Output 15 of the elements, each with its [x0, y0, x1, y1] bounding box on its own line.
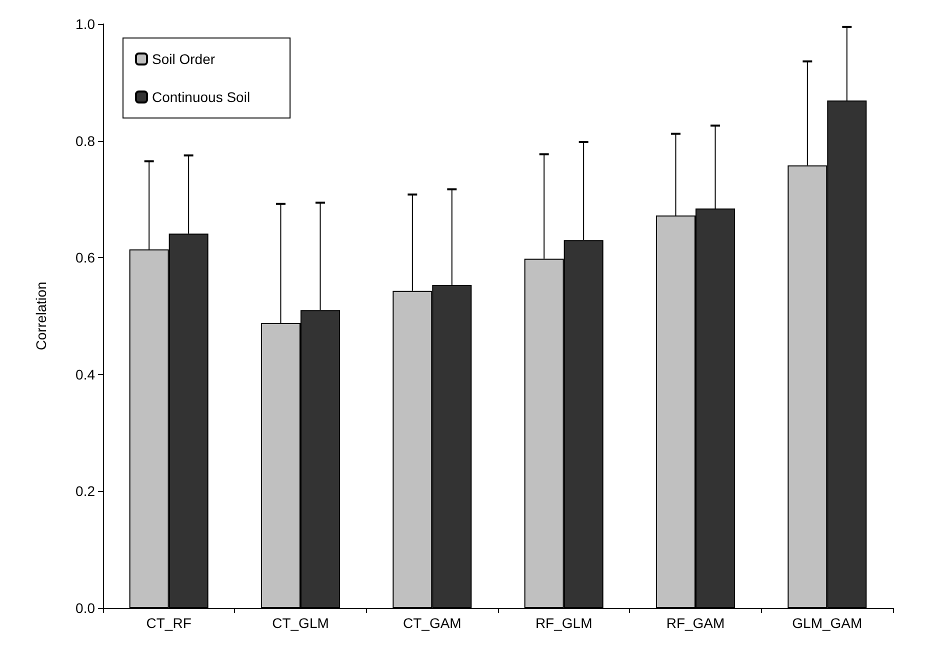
y-tick-label: 0.6: [76, 250, 96, 266]
y-axis-title: Correlation: [33, 282, 49, 350]
y-tick-label: 0.2: [76, 483, 96, 500]
y-tick-label: 0.0: [76, 600, 96, 616]
y-tick-label: 0.8: [76, 132, 96, 149]
x-tick-label: GLM_GAM: [792, 615, 862, 631]
y-tick-label: 1.0: [76, 16, 96, 32]
legend-label: Soil Order: [152, 51, 216, 67]
x-tick-label: CT_RF: [146, 615, 192, 631]
x-tick-label: RF_GAM: [666, 615, 725, 631]
legend-label: Continuous Soil: [152, 89, 250, 105]
x-tick-label: CT_GLM: [272, 615, 329, 631]
x-tick-label: CT_GAM: [402, 615, 462, 631]
x-tick-label: RF_GLM: [535, 615, 592, 631]
y-tick-label: 0.4: [76, 366, 96, 382]
